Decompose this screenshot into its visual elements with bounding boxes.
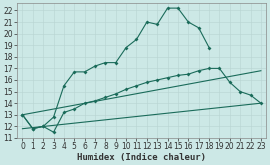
X-axis label: Humidex (Indice chaleur): Humidex (Indice chaleur) [77, 152, 206, 162]
